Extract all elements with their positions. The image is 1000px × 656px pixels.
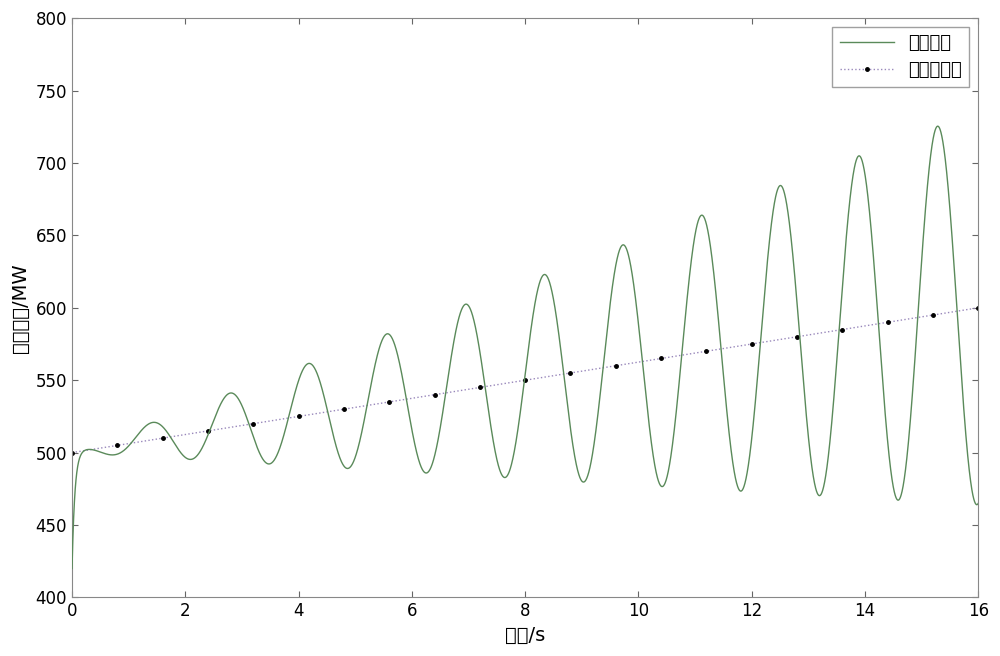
稳态运行点 bbox=[972, 304, 984, 312]
稳态运行点 bbox=[751, 339, 763, 347]
波动曲线 bbox=[932, 122, 944, 130]
稳态运行点 bbox=[626, 359, 638, 367]
稳态运行点 bbox=[344, 404, 356, 412]
稳态运行点 bbox=[816, 329, 828, 337]
稳态运行点 bbox=[609, 362, 621, 370]
稳态运行点 bbox=[847, 324, 859, 332]
波动曲线 bbox=[751, 379, 763, 386]
X-axis label: 时间/s: 时间/s bbox=[505, 626, 545, 645]
波动曲线 bbox=[626, 267, 638, 275]
Line: 波动曲线: 波动曲线 bbox=[72, 126, 978, 569]
Legend: 波动曲线, 稳态运行点: 波动曲线, 稳态运行点 bbox=[832, 27, 969, 87]
稳态运行点 bbox=[66, 449, 78, 457]
波动曲线 bbox=[816, 489, 828, 497]
Line: 稳态运行点: 稳态运行点 bbox=[69, 304, 982, 456]
Y-axis label: 有功功率/MW: 有功功率/MW bbox=[11, 263, 30, 353]
波动曲线 bbox=[344, 463, 356, 471]
波动曲线 bbox=[609, 268, 621, 276]
波动曲线 bbox=[847, 169, 859, 177]
波动曲线 bbox=[66, 565, 78, 573]
波动曲线 bbox=[972, 499, 984, 507]
